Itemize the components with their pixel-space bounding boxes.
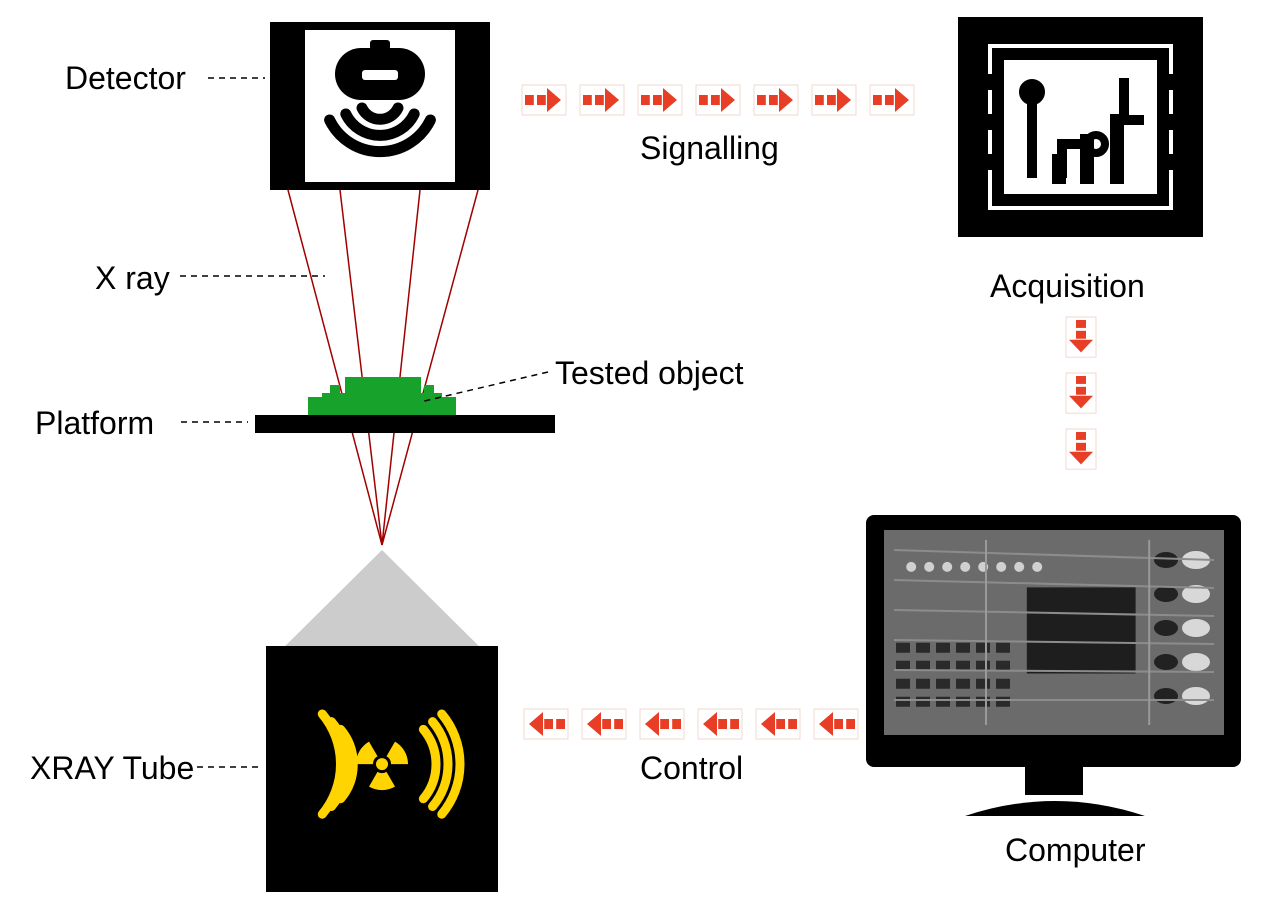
xray-tube-label: XRAY Tube (30, 750, 194, 787)
xray-lines (288, 190, 478, 545)
computer-label: Computer (1005, 832, 1146, 869)
arrows-signalling (522, 85, 914, 115)
xray-label: X ray (95, 260, 170, 297)
platform-bar (255, 415, 555, 433)
detector-label: Detector (65, 60, 186, 97)
tested-object-icon (308, 377, 456, 415)
arrows-acquisition-to-computer (1066, 317, 1096, 469)
platform-label: Platform (35, 405, 154, 442)
acquisition-label: Acquisition (990, 268, 1145, 305)
signalling-label: Signalling (640, 130, 779, 167)
monitor-screen (884, 530, 1224, 735)
tested-object-label: Tested object (555, 355, 744, 392)
arrows-control (524, 709, 858, 739)
acquisition-inner (988, 44, 1173, 210)
monitor-stand-neck (1025, 767, 1083, 795)
monitor-stand-base (965, 801, 1145, 816)
control-label: Control (640, 750, 743, 787)
